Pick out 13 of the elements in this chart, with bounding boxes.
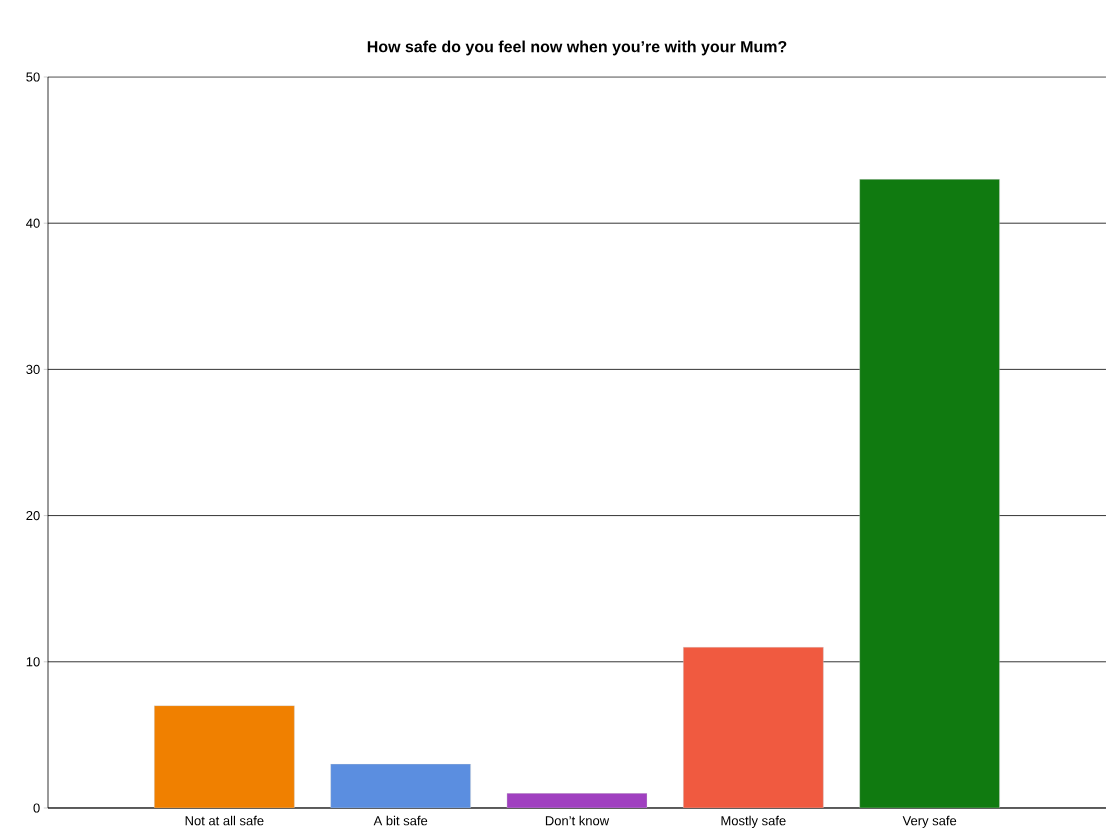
x-tick-label: Not at all safe bbox=[185, 815, 264, 826]
chart-title: How safe do you feel now when you’re with your Mum? bbox=[367, 40, 787, 56]
x-tick-label: Mostly safe bbox=[721, 815, 786, 828]
bar bbox=[683, 646, 824, 808]
y-tick-label: 20 bbox=[26, 510, 40, 521]
x-tick-label: Very safe bbox=[902, 815, 957, 828]
y-tick-label: 50 bbox=[26, 72, 40, 82]
y-tick-label: 0 bbox=[33, 803, 40, 813]
y-tick-label: 30 bbox=[26, 364, 40, 374]
x-tick-label: A bit safe bbox=[373, 815, 428, 826]
y-tick-label: 40 bbox=[26, 218, 40, 228]
x-tick-label: Don’t know bbox=[545, 815, 610, 826]
y-tick-label: 10 bbox=[26, 657, 40, 667]
